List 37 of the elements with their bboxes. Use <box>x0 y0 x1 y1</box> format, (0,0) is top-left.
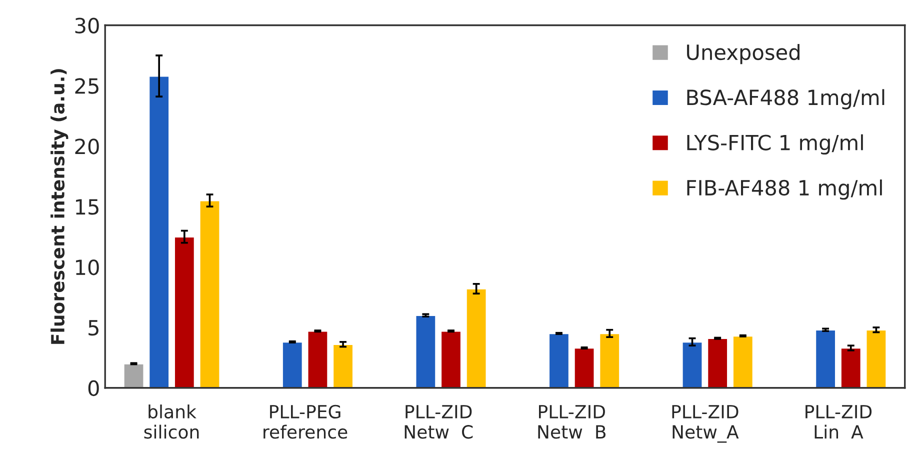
bar <box>332 344 354 388</box>
bar <box>732 335 754 388</box>
x-tick-label: PLL-ZID Netw B <box>538 405 606 439</box>
legend-label: FIB-AF488 1 mg/ml <box>687 179 882 200</box>
bar <box>122 362 145 388</box>
y-tick-label: 15 <box>76 199 98 215</box>
y-tick-label: 5 <box>88 320 98 336</box>
y-tick-label: 0 <box>88 380 99 396</box>
bar <box>148 75 170 388</box>
y-axis-title: Fluorescent intensity (a.u.) <box>50 69 68 344</box>
x-tick-label: PLL-ZID Lin A <box>806 405 872 438</box>
x-tick-label: PLL-ZID Netw_A <box>672 405 739 443</box>
bar <box>282 341 304 388</box>
bar <box>573 347 596 388</box>
bar <box>414 314 436 388</box>
x-tick-label: PLL-PEG reference <box>264 404 348 439</box>
legend-label: Unexposed <box>687 44 800 64</box>
bar <box>440 330 462 388</box>
bar <box>598 332 620 388</box>
bar <box>198 200 221 388</box>
bar <box>681 341 704 388</box>
y-tick-label: 10 <box>76 259 99 276</box>
bar <box>174 236 196 388</box>
legend-label: BSA-AF488 1mg/ml <box>687 89 884 110</box>
bar <box>466 288 488 388</box>
y-tick-label: 30 <box>75 18 99 34</box>
y-tick-label: 25 <box>75 78 98 94</box>
bar <box>840 347 862 388</box>
bar <box>548 332 570 388</box>
legend-label: LYS-FITC 1 mg/ml <box>687 134 863 154</box>
bar <box>706 338 728 388</box>
x-tick-label: blank silicon <box>144 404 199 439</box>
bar <box>814 329 836 388</box>
bar <box>306 330 329 388</box>
bar <box>865 329 888 388</box>
y-tick-label: 20 <box>75 138 99 154</box>
x-tick-label: PLL-ZID Netw C <box>404 405 473 439</box>
